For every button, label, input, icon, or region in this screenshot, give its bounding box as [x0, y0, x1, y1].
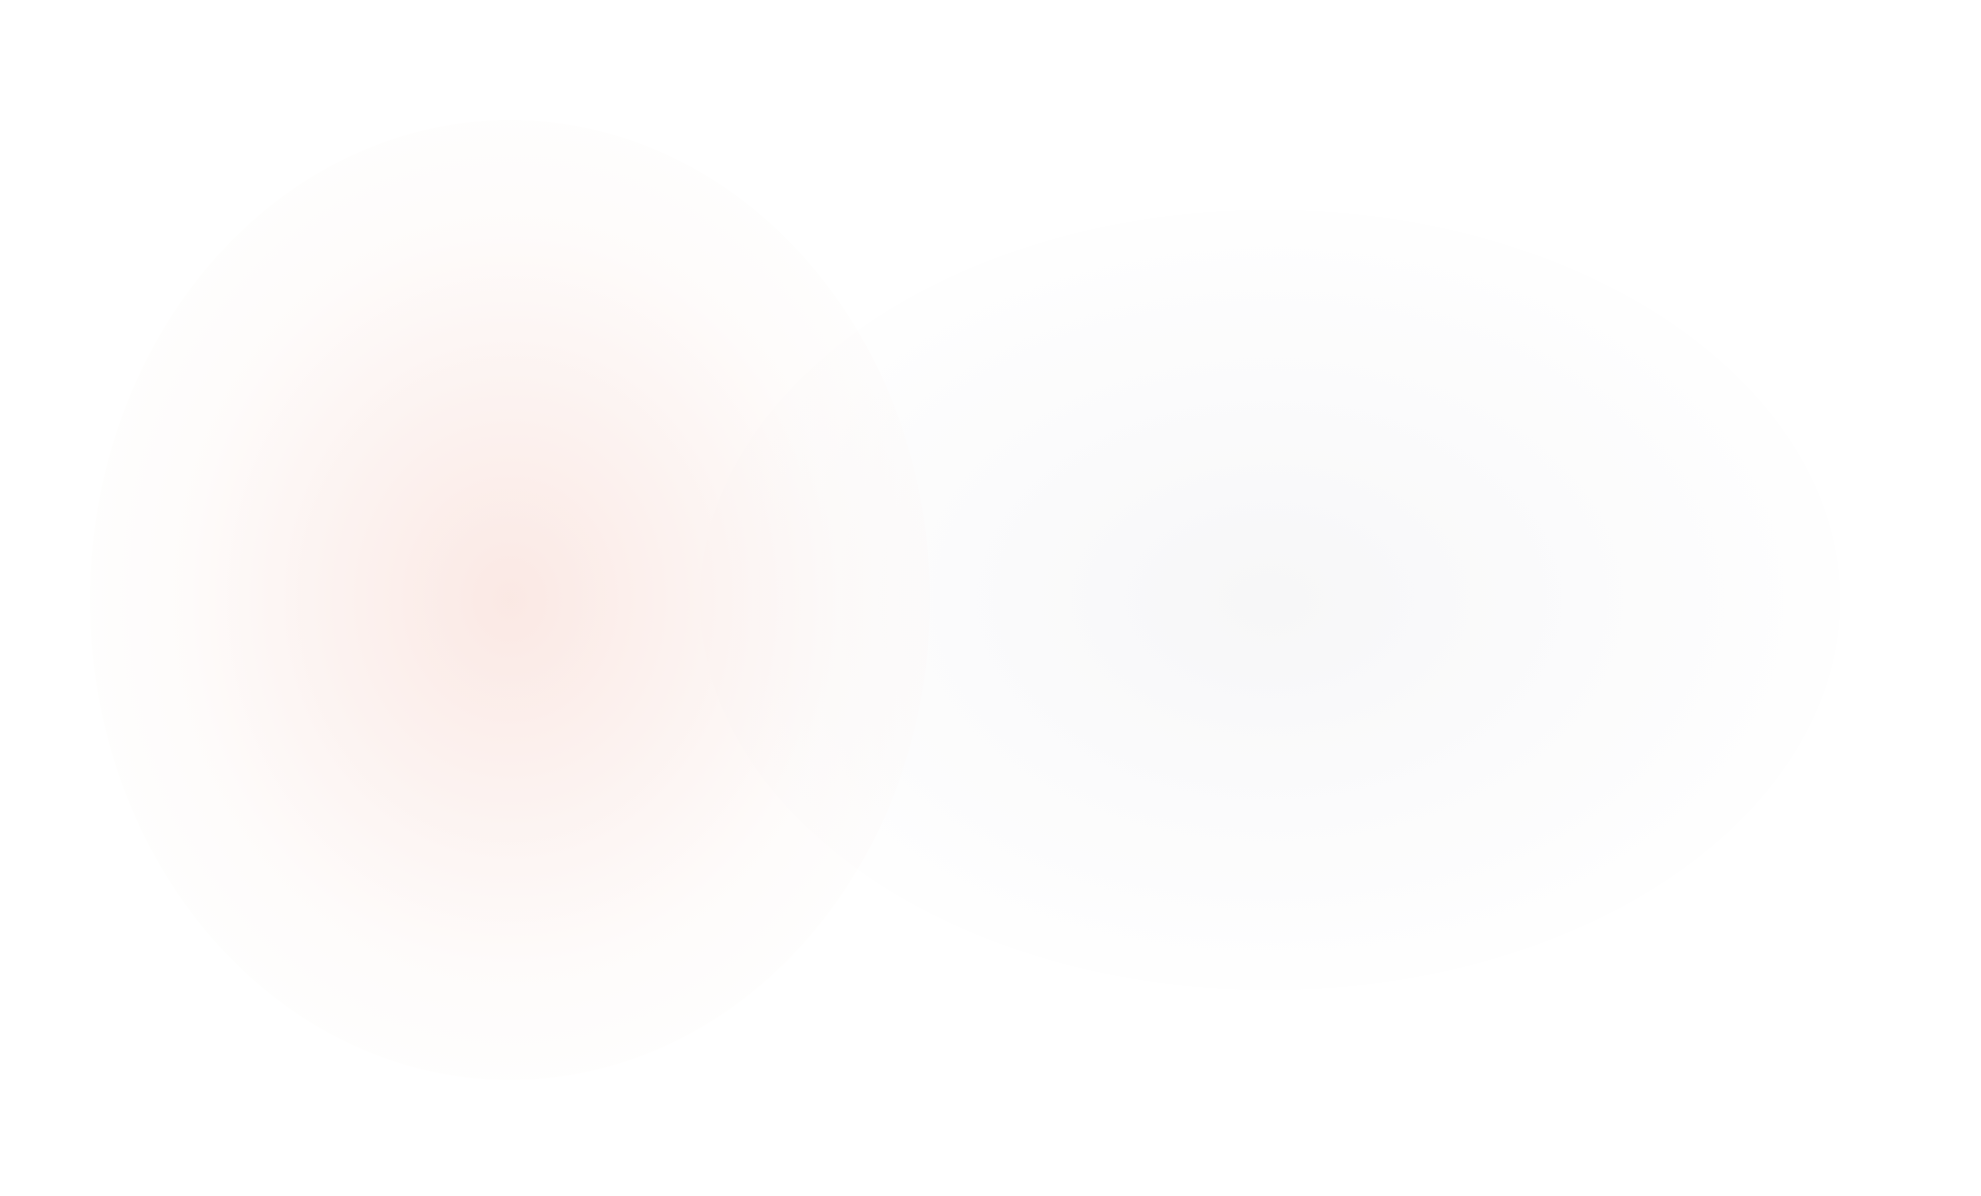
- background-glow: [90, 120, 930, 1080]
